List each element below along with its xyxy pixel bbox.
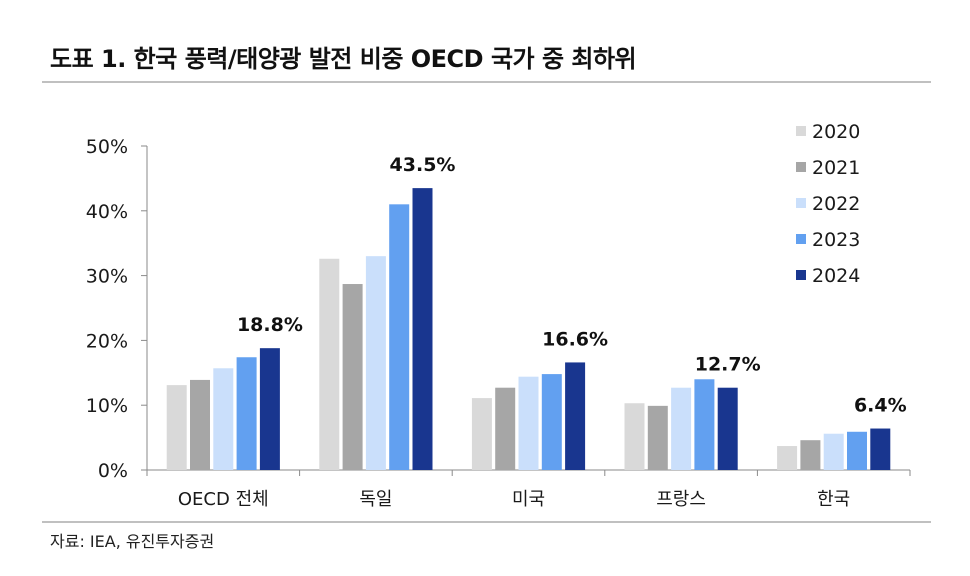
data-label-group-5-2024: 6.4% [854,395,907,417]
bar-group-2-2021 [342,284,363,470]
x-category-label-4: 프랑스 [656,489,706,510]
bar-group-2-2022 [365,256,386,470]
y-tick-label: 40% [86,201,128,223]
x-category-label-5: 한국 [817,489,850,510]
bar-group-3-2020 [471,398,492,470]
bar-group-5-2023 [847,431,867,470]
bar-group-2-2023 [389,204,410,470]
legend-swatch-2020 [796,126,806,136]
bar-group-4-2024 [717,387,738,470]
bar-group-3-2022 [518,376,539,470]
bar-group-1-2020 [166,385,187,470]
bar-group-5-2022 [823,433,844,470]
legend-label-2020: 2020 [812,121,860,143]
x-category-label-1: OECD 전체 [178,489,269,510]
data-label-group-3-2024: 16.6% [542,328,608,350]
legend-swatch-2023 [796,234,806,244]
chart-title: 도표 1. 한국 풍력/태양광 발전 비중 OECD 국가 중 최하위 [50,45,637,73]
bar-group-2-2020 [319,258,340,470]
bar-group-3-2024 [565,362,586,470]
bar-group-4-2023 [694,379,715,470]
title-divider [42,81,931,83]
legend-label-2023: 2023 [812,229,860,251]
legend-swatch-2021 [796,162,806,172]
bar-group-5-2020 [777,446,798,470]
bar-group-1-2022 [213,368,234,470]
legend-swatch-2022 [796,198,806,208]
y-tick-label: 50% [86,136,128,158]
bar-group-4-2022 [671,387,692,470]
legend-label-2021: 2021 [812,157,860,179]
legend-swatch-2024 [796,270,806,280]
bar-group-3-2023 [541,374,562,470]
source-note: 자료: IEA, 유진투자증권 [50,532,215,551]
bar-group-2-2024 [412,188,433,470]
source-divider [42,521,931,523]
x-category-label-2: 독일 [359,489,392,510]
y-tick-label: 30% [86,266,128,288]
bar-group-4-2021 [647,405,668,470]
y-tick-label: 10% [86,395,128,417]
data-label-group-4-2024: 12.7% [695,354,761,376]
bar-group-4-2020 [624,403,645,470]
legend-label-2024: 2024 [812,265,860,287]
x-category-label-3: 미국 [512,489,545,510]
bar-group-5-2024 [870,428,891,470]
bar-group-1-2023 [236,357,257,470]
data-label-group-2-2024: 43.5% [390,154,456,176]
legend-label-2022: 2022 [812,193,860,215]
data-label-group-1-2024: 18.8% [237,314,303,336]
bar-group-1-2024 [259,348,280,470]
bar-group-3-2021 [495,387,516,470]
y-tick-label: 20% [86,330,128,352]
bar-group-5-2021 [800,440,821,470]
bar-group-1-2021 [190,379,210,470]
y-tick-label: 0% [98,460,128,482]
